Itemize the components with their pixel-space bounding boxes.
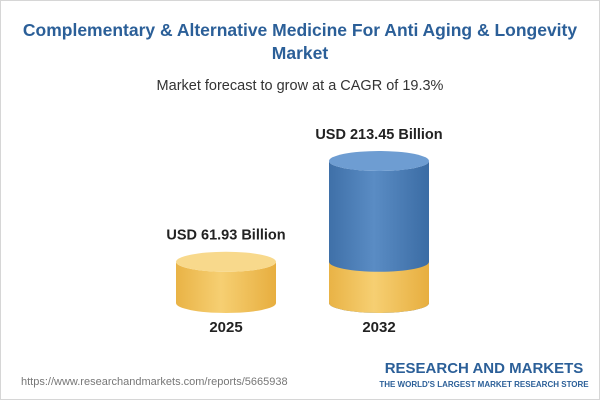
value-label: USD 61.93 Billion [166, 228, 285, 244]
brand: RESEARCH AND MARKETS [385, 360, 584, 377]
cylinder-body [176, 261, 276, 313]
brand-tagline: THE WORLD'S LARGEST MARKET RESEARCH STOR… [379, 380, 589, 389]
value-label: USD 213.45 Billion [315, 127, 442, 143]
chart-subtitle: Market forecast to grow at a CAGR of 19.… [156, 78, 444, 94]
cylinder-base-segment [329, 261, 429, 313]
cylinder-top [176, 251, 276, 272]
category-label: 2025 [209, 319, 242, 336]
source-url: https://www.researchandmarkets.com/repor… [21, 376, 288, 388]
cylinder-top [329, 151, 429, 171]
chart-title: Complementary & Alternative Medicine For… [22, 20, 578, 63]
category-label: 2032 [362, 319, 395, 336]
